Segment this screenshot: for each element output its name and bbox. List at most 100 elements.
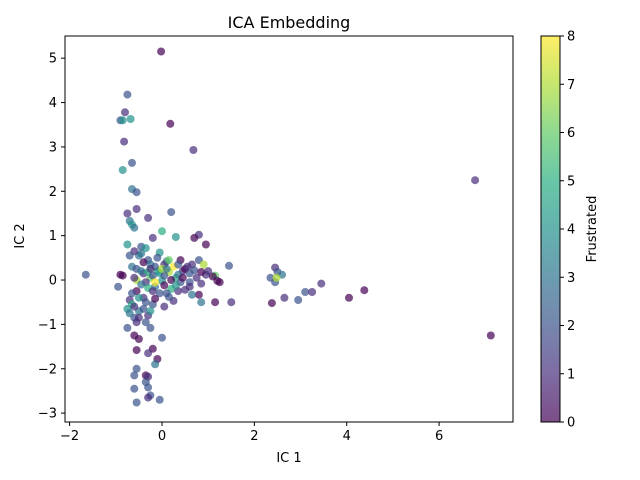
scatter-point (118, 116, 127, 125)
x-tick-label: 6 (435, 429, 443, 444)
scatter-point (164, 256, 173, 265)
y-tick-label: 3 (49, 140, 57, 155)
scatter-point (211, 298, 220, 307)
scatter-point (151, 278, 160, 287)
scatter-point (123, 90, 132, 99)
scatter-point (158, 227, 166, 236)
x-tick-label: −2 (60, 429, 79, 444)
scatter-point (130, 273, 139, 282)
colorbar-tick-label: 8 (567, 30, 575, 45)
colorbar-tick-label: 4 (567, 223, 575, 238)
scatter-point (190, 266, 199, 275)
scatter-point (134, 335, 143, 343)
scatter-point (157, 47, 166, 56)
scatter-point (141, 318, 150, 327)
scatter-point (146, 307, 155, 316)
scatter-point (192, 273, 201, 282)
scatter-point (174, 260, 183, 269)
scatter-point (317, 279, 326, 288)
scatter-point (132, 346, 141, 355)
x-axis-label: IC 1 (276, 451, 301, 466)
scatter-point (227, 298, 236, 307)
scatter-point (164, 292, 173, 301)
scatter-point (141, 244, 150, 253)
scatter-point (204, 267, 213, 276)
scatter-point (148, 271, 157, 280)
scatter-point (151, 360, 160, 369)
scatter-point (160, 302, 169, 311)
scatter-point (134, 313, 143, 322)
colorbar-tick-label: 3 (567, 271, 575, 286)
scatter-point (194, 290, 203, 299)
scatter-point (130, 302, 139, 311)
scatter-point (144, 393, 153, 402)
scatter-point (272, 273, 281, 282)
scatter-point (130, 223, 139, 232)
y-tick-label: 5 (49, 52, 57, 67)
scatter-point (215, 278, 224, 287)
scatter-point (144, 349, 153, 358)
chart-title: ICA Embedding (228, 13, 351, 32)
scatter-point (345, 293, 353, 302)
colorbar-tick-label: 5 (567, 174, 575, 189)
scatter-point (280, 293, 289, 302)
scatter-point (185, 282, 194, 291)
colorbar-label: Frustrated (585, 196, 600, 263)
scatter-point (114, 282, 123, 291)
scatter-point (123, 240, 132, 249)
scatter-point (153, 253, 162, 262)
scatter-point (81, 270, 90, 279)
scatter-point (132, 398, 141, 407)
scatter-point (308, 288, 317, 296)
scatter-point (158, 333, 166, 342)
y-axis-ticks: −3 −2 −1 0 1 2 3 4 5 (38, 52, 65, 422)
scatter-point (301, 288, 310, 296)
colorbar-tick-label: 7 (567, 78, 575, 93)
scatter-point (132, 205, 141, 213)
scatter-point (130, 384, 139, 393)
scatter-point (225, 261, 233, 270)
x-tick-label: 0 (158, 429, 166, 444)
y-tick-label: −1 (38, 318, 57, 333)
scatter-point (128, 289, 136, 298)
scatter-point (123, 209, 132, 218)
scatter-point (190, 233, 199, 242)
scatter-point (166, 119, 175, 128)
scatter-point (171, 281, 180, 290)
scatter-point (148, 287, 157, 296)
scatter-point (137, 267, 146, 276)
scatter-point (151, 294, 160, 303)
y-tick-label: −2 (38, 362, 57, 377)
scatter-point (144, 383, 153, 392)
colorbar-tick-label: 2 (567, 319, 575, 334)
scatter-point (267, 299, 276, 308)
scatter-point (178, 273, 187, 282)
scatter-point (197, 279, 206, 288)
scatter-point (197, 268, 206, 276)
scatter-point (118, 271, 127, 280)
scatter-point (199, 260, 208, 269)
axes-frame (64, 35, 514, 423)
y-tick-label: 4 (49, 96, 57, 111)
scatter-point (146, 323, 155, 332)
y-tick-label: 1 (49, 229, 57, 244)
scatter-point (132, 188, 141, 197)
scatter-points (81, 47, 495, 407)
scatter-point (146, 264, 155, 273)
scatter-point (134, 293, 143, 302)
scatter-point (155, 289, 164, 298)
x-axis-ticks: −2 0 2 4 6 (60, 422, 443, 444)
scatter-point (360, 286, 369, 295)
scatter-point (125, 309, 134, 318)
scatter-point (118, 166, 127, 174)
colorbar-ticks: 0 1 2 3 4 5 6 7 8 (560, 30, 575, 431)
scatter-point (160, 281, 169, 290)
scatter-point (171, 233, 180, 241)
scatter-point (183, 262, 192, 271)
scatter-point (148, 233, 157, 242)
scatter-point (167, 208, 176, 217)
scatter-point (139, 258, 148, 267)
scatter-point (294, 296, 303, 304)
scatter-point (139, 304, 148, 313)
